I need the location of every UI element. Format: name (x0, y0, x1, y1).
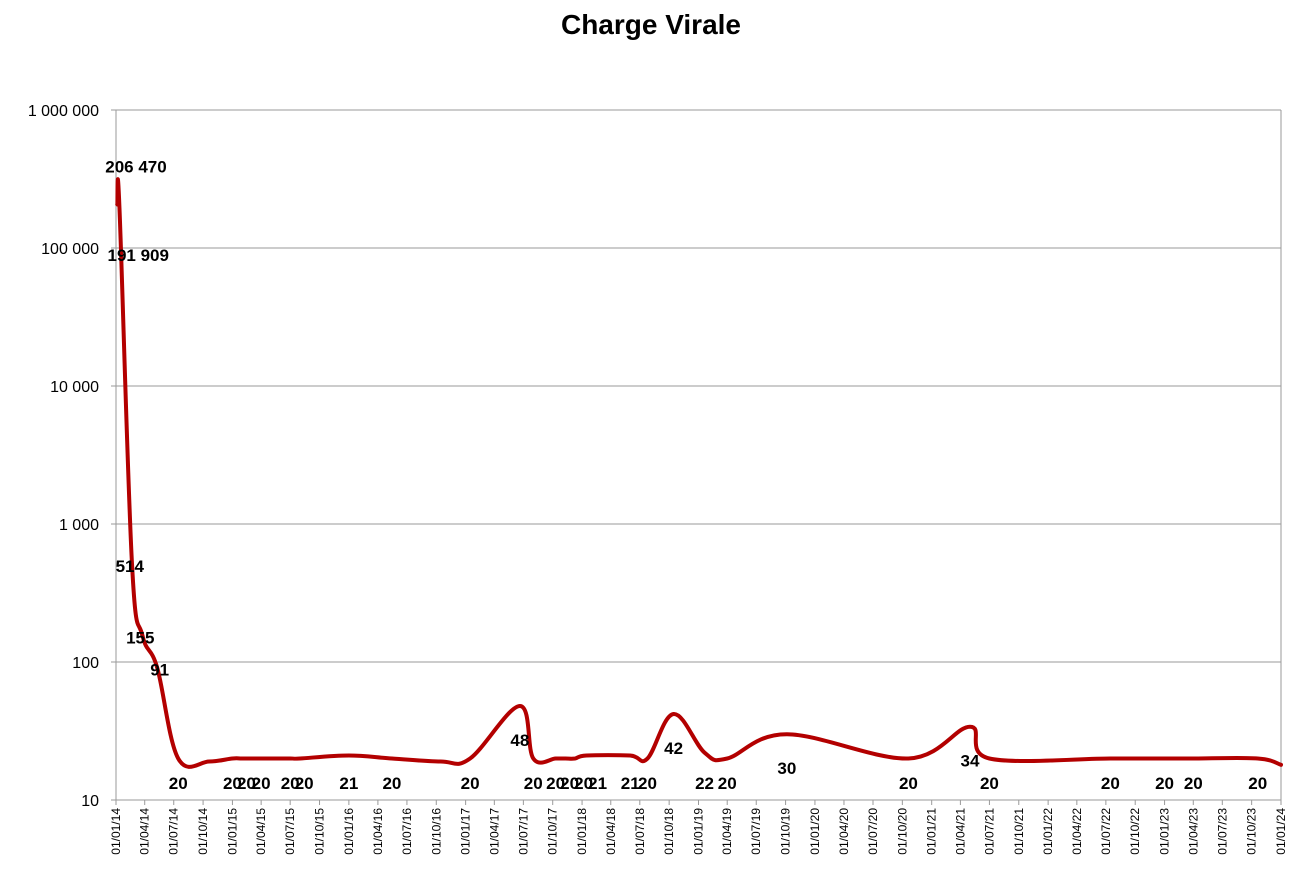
x-tick-label: 01/10/18 (662, 808, 676, 855)
data-label: 20 (281, 774, 300, 793)
x-tick-label: 01/04/15 (254, 808, 268, 855)
data-label: 20 (980, 774, 999, 793)
data-label: 20 (546, 774, 565, 793)
y-tick-label: 10 (81, 793, 99, 810)
gridlines (116, 109, 1281, 801)
x-tick-label: 01/04/23 (1186, 808, 1200, 855)
x-tick-label: 01/07/18 (633, 808, 647, 855)
series-line (115, 177, 1283, 769)
x-tick-label: 01/01/17 (459, 808, 473, 855)
chart-title: Charge Virale (561, 9, 741, 40)
series (115, 177, 1283, 769)
data-label: 20 (461, 774, 480, 793)
data-label: 20 (638, 774, 657, 793)
x-tick-label: 01/01/20 (808, 808, 822, 855)
x-tick-label: 01/04/18 (604, 808, 618, 855)
data-label: 21 (588, 774, 607, 793)
x-tick-label: 01/10/21 (1012, 808, 1026, 855)
x-tick-label: 01/04/22 (1070, 808, 1084, 855)
x-tick-label: 01/01/18 (575, 808, 589, 855)
data-label: 20 (223, 774, 242, 793)
data-label: 155 (126, 629, 154, 648)
data-label: 20 (1248, 774, 1267, 793)
x-tick-label: 01/07/17 (516, 808, 530, 855)
x-tick-label: 01/04/16 (371, 808, 385, 855)
x-tick-label: 01/01/21 (925, 808, 939, 855)
data-label: 191 909 (108, 246, 169, 265)
axes (115, 110, 1282, 801)
x-tick-label: 01/04/19 (720, 808, 734, 855)
data-label: 48 (510, 731, 529, 750)
x-tick-label: 01/01/23 (1158, 808, 1172, 855)
x-tick-label: 01/01/16 (342, 808, 356, 855)
data-label: 34 (961, 752, 980, 771)
data-label: 20 (899, 774, 918, 793)
x-tick-label: 01/04/21 (953, 808, 967, 855)
x-tick-label: 01/10/19 (779, 808, 793, 855)
y-tick-label: 1 000 000 (28, 103, 99, 120)
y-axis-ticks: 10 100 1 000 10 000 100 000 1 000 000 (28, 103, 116, 810)
data-label: 42 (664, 739, 683, 758)
y-tick-label: 100 000 (41, 241, 99, 258)
data-label: 20 (237, 774, 256, 793)
data-label: 20 (295, 774, 314, 793)
data-label: 21 (621, 774, 640, 793)
data-label: 91 (150, 661, 169, 680)
x-tick-label: 01/01/15 (225, 808, 239, 855)
x-tick-label: 01/10/17 (546, 808, 560, 855)
data-label: 514 (116, 557, 145, 576)
x-tick-label: 01/10/15 (313, 808, 327, 855)
y-tick-label: 10 000 (50, 379, 99, 396)
x-tick-label: 01/07/19 (749, 808, 763, 855)
x-tick-label: 01/04/17 (487, 808, 501, 855)
x-tick-label: 01/04/20 (837, 808, 851, 855)
x-tick-label: 01/10/22 (1128, 808, 1142, 855)
x-tick-label: 01/10/20 (895, 808, 909, 855)
x-tick-label: 01/01/19 (692, 808, 706, 855)
data-label: 20 (524, 774, 543, 793)
x-tick-label: 01/01/14 (109, 808, 123, 855)
x-tick-label: 01/04/14 (138, 808, 152, 855)
y-tick-label: 100 (72, 655, 99, 672)
x-tick-label: 01/10/16 (429, 808, 443, 855)
data-label: 20 (560, 774, 579, 793)
data-label: 30 (777, 759, 796, 778)
x-tick-label: 01/07/20 (866, 808, 880, 855)
x-tick-label: 01/07/23 (1215, 808, 1229, 855)
data-label: 20 (382, 774, 401, 793)
x-tick-label: 01/07/14 (167, 808, 181, 855)
data-label: 20 (169, 774, 188, 793)
data-label: 206 470 (105, 158, 166, 177)
x-tick-label: 01/01/24 (1274, 808, 1288, 855)
data-label: 20 (1184, 774, 1203, 793)
data-label: 20 (574, 774, 593, 793)
x-tick-label: 01/07/22 (1099, 808, 1113, 855)
x-tick-label: 01/07/16 (400, 808, 414, 855)
data-label: 21 (339, 774, 358, 793)
x-tick-label: 01/07/21 (982, 808, 996, 855)
x-tick-label: 01/10/23 (1245, 808, 1259, 855)
y-tick-label: 1 000 (59, 517, 99, 534)
data-label: 22 (695, 774, 714, 793)
data-label: 20 (718, 774, 737, 793)
x-axis-ticks: 01/01/14 01/04/14 01/07/14 01/10/14 01/01/15… (109, 800, 1288, 855)
data-label: 20 (252, 774, 271, 793)
data-label: 20 (1155, 774, 1174, 793)
data-label: 20 (1101, 774, 1120, 793)
x-tick-label: 01/10/14 (196, 808, 210, 855)
x-tick-label: 01/07/15 (283, 808, 297, 855)
x-tick-label: 01/01/22 (1041, 808, 1055, 855)
